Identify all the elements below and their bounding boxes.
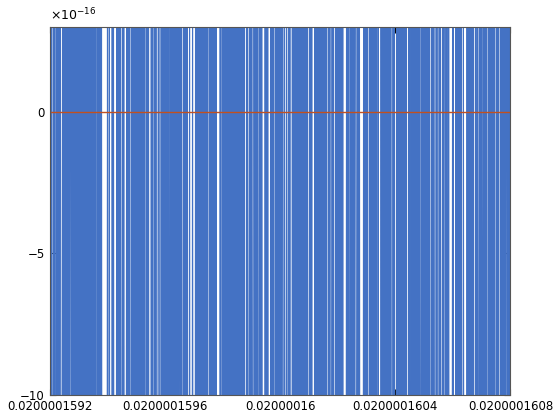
Text: $\times10^{-16}$: $\times10^{-16}$: [50, 6, 96, 23]
